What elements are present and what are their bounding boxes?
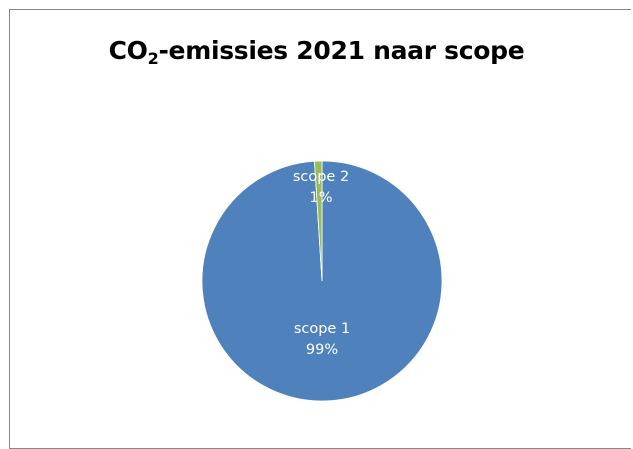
chart-title: CO2-emissies 2021 naar scope — [0, 36, 633, 68]
pie-labels: scope 1 99% scope 2 1% — [293, 169, 350, 358]
pie-slice-scope-2 — [314, 160, 323, 282]
chart-title-subscript: 2 — [147, 49, 159, 68]
pie-label-value-scope-1: 99% — [306, 342, 338, 358]
pie-label-name-scope-2: scope 2 — [293, 169, 349, 185]
chart-title-main: CO — [108, 36, 148, 65]
pie-label-value-scope-2: 1% — [309, 190, 332, 206]
pie-chart: scope 1 99% scope 2 1% — [201, 160, 443, 402]
pie-slices — [201, 160, 443, 402]
pie-label-name-scope-1: scope 1 — [294, 321, 350, 337]
chart-title-rest: -emissies 2021 naar scope — [158, 36, 525, 65]
